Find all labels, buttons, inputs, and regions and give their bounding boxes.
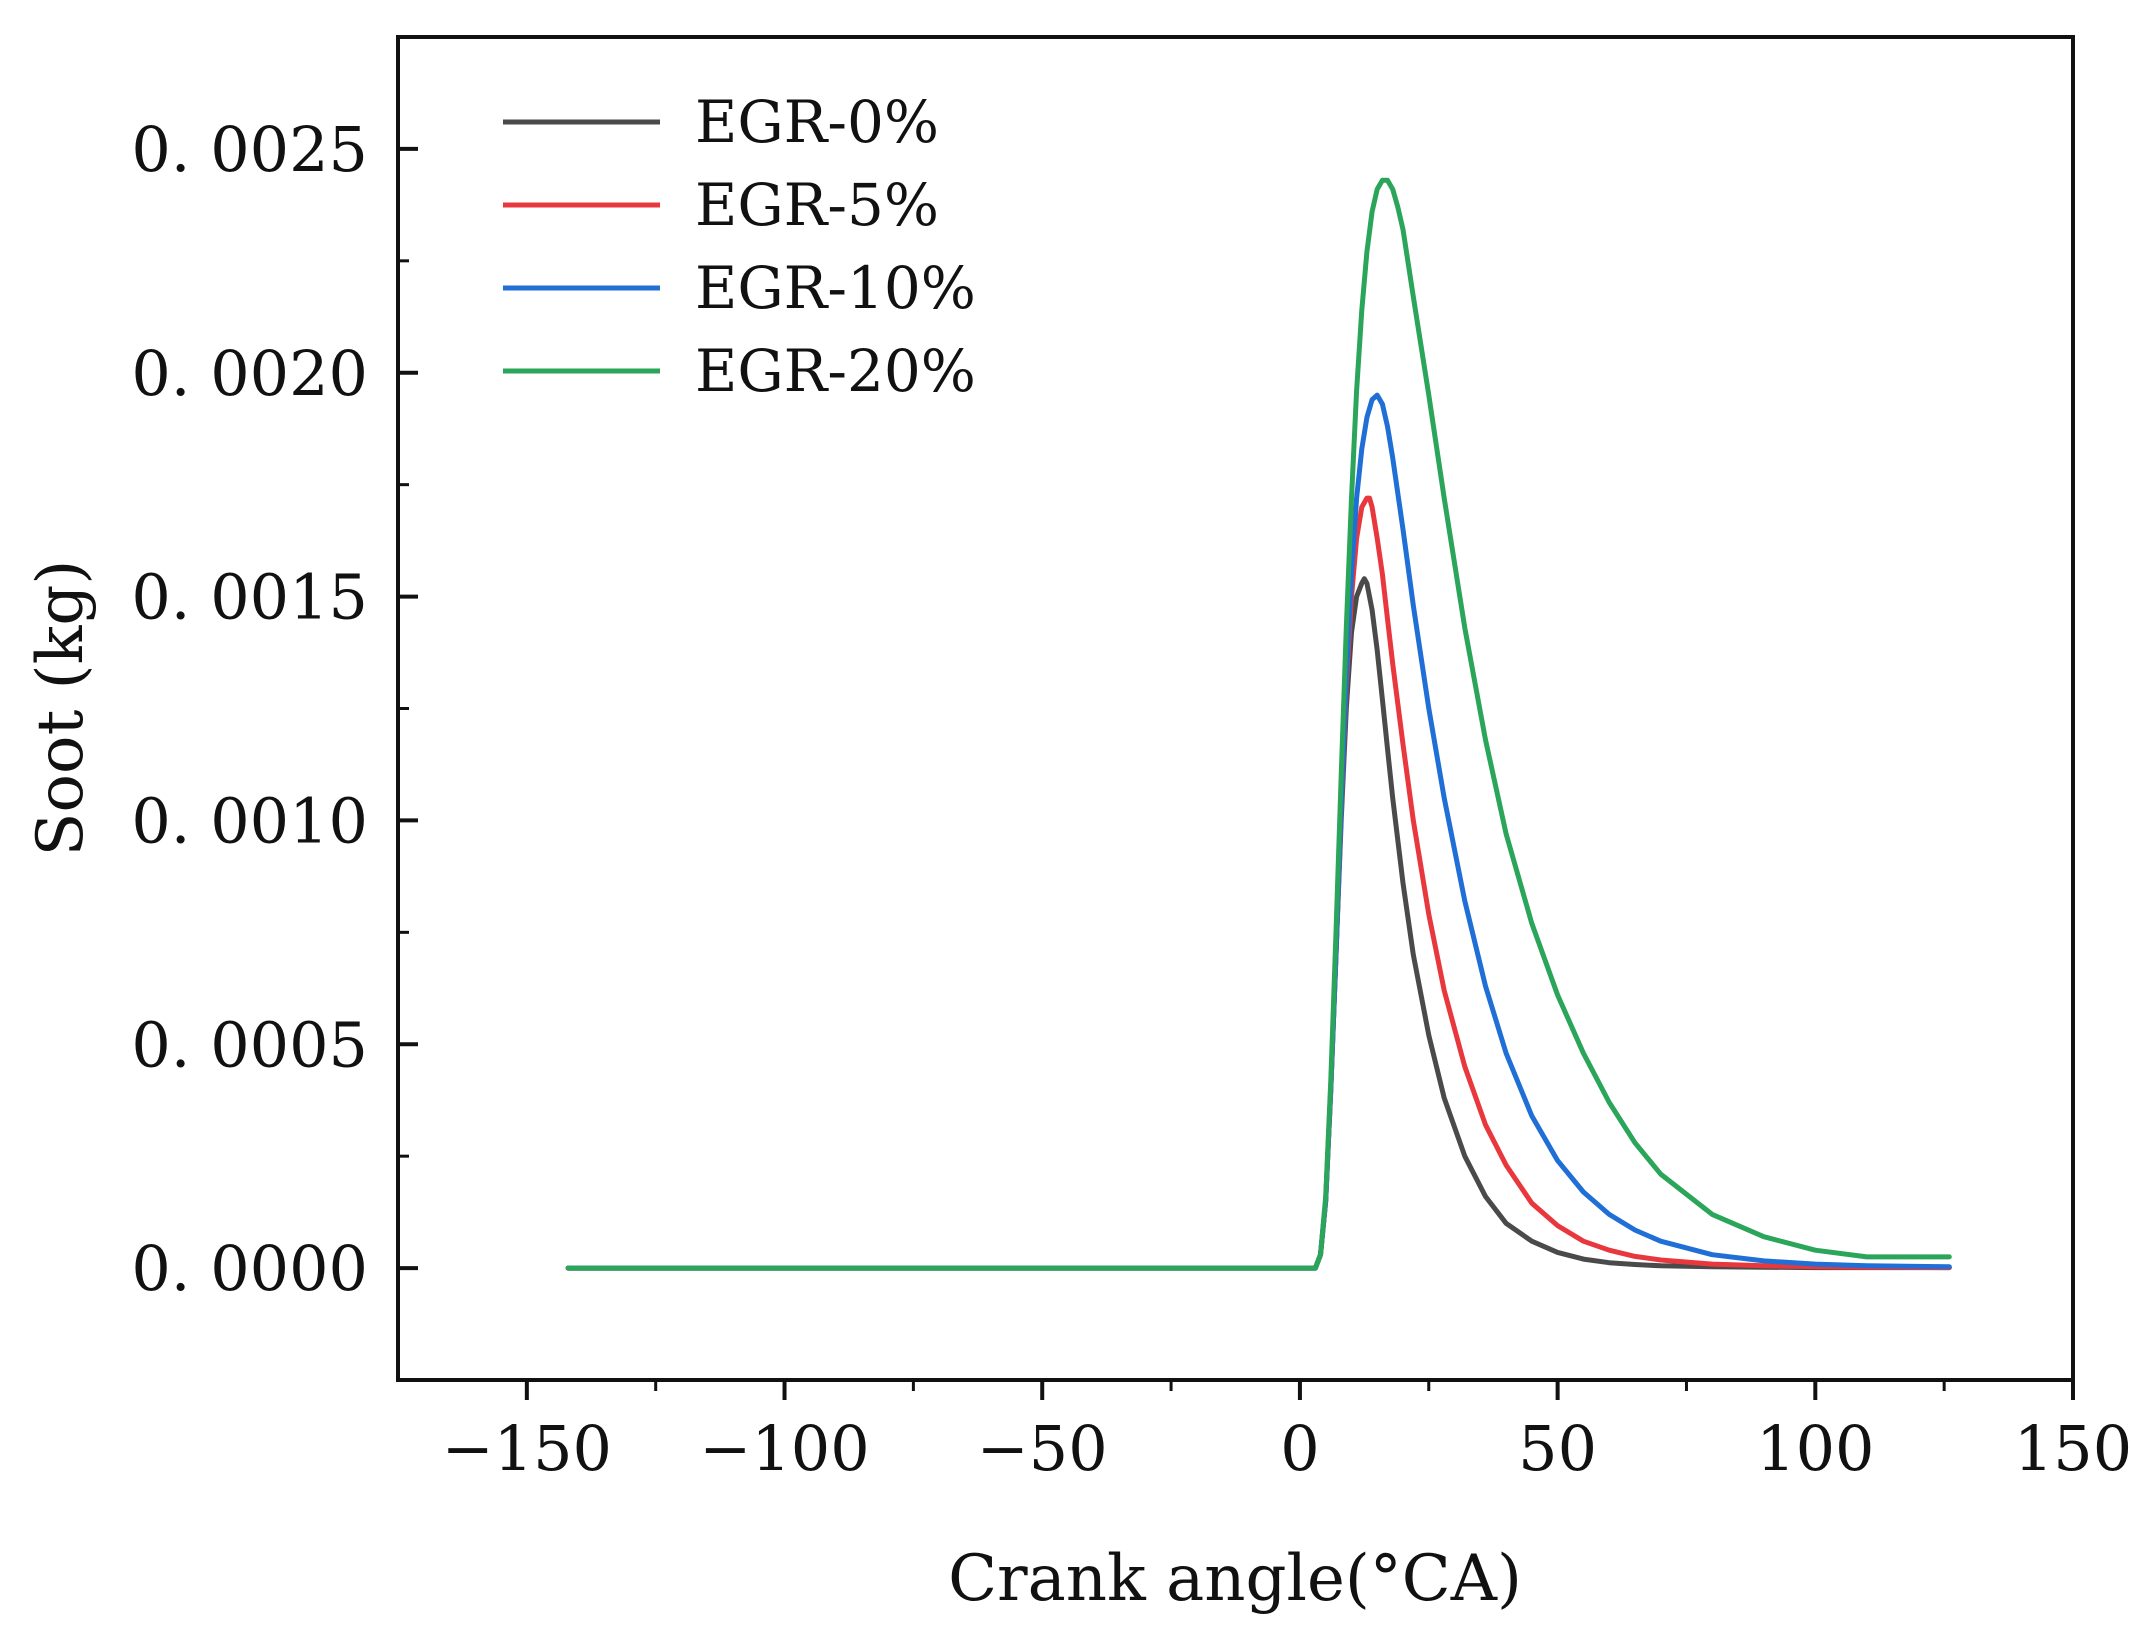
x-tick-label: 100 [1756,1412,1874,1485]
plot-frame [396,35,2075,1382]
x-axis-title: Crank angle(°CA) [948,1542,1522,1616]
y-tick-label: 0. 0010 [131,784,368,857]
legend-label: EGR-20% [695,337,976,405]
x-tick-label: −150 [442,1412,612,1485]
x-tick-label: 150 [2014,1412,2131,1485]
legend-label: EGR-0% [695,88,939,156]
y-tick-label: 0. 0020 [131,337,368,410]
y-tick-label: 0. 0005 [131,1008,368,1081]
plot-lines [565,177,1952,1271]
x-tick-label: −50 [977,1412,1108,1485]
x-tick-label: 0 [1280,1412,1319,1485]
series-line-0 [565,576,1952,1271]
legend-label: EGR-10% [695,254,976,322]
y-axis-title: Soot (kg) [24,560,98,857]
legend-label: EGR-5% [695,171,939,239]
x-tick-label: 50 [1518,1412,1597,1485]
series-line-2 [565,392,1952,1271]
x-axis-ticks: −150 −100 −50 0 50 100 150 [442,1380,2131,1485]
y-tick-label: 0. 0015 [131,561,368,634]
legend: EGR-0% EGR-5% EGR-10% EGR-20% [503,88,976,405]
y-axis-ticks: 0. 0000 0. 0005 0. 0010 0. 0015 0. 0020 0. 00… [131,113,418,1382]
series-line-1 [565,495,1952,1271]
series-line-3 [565,177,1952,1271]
y-tick-label: 0. 0000 [131,1232,368,1305]
y-tick-label: 0. 0025 [131,113,368,186]
x-tick-label: −100 [699,1412,869,1485]
